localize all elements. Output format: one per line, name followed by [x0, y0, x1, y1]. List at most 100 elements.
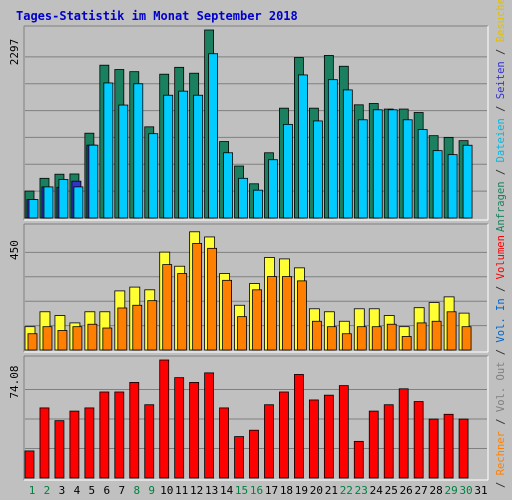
- bar: [223, 152, 233, 219]
- panel-middle: 450: [8, 223, 489, 353]
- series-dateien: [28, 53, 473, 219]
- bar: [461, 326, 472, 351]
- bar: [264, 404, 274, 479]
- bar: [28, 199, 39, 219]
- x-tick-label: 11: [175, 484, 188, 497]
- bar: [208, 53, 219, 219]
- x-tick-label: 29: [444, 484, 457, 497]
- bar: [147, 300, 158, 351]
- bar: [357, 119, 368, 219]
- legend-entry: /: [495, 99, 507, 118]
- legend-entry: Besuche: [495, 0, 507, 42]
- legend-entry: /: [495, 279, 507, 298]
- bar: [24, 450, 35, 479]
- bar: [252, 289, 262, 351]
- bar: [326, 326, 337, 351]
- bar: [308, 399, 319, 479]
- bar: [87, 323, 98, 351]
- bar: [159, 359, 170, 479]
- x-tick-label: 10: [160, 484, 173, 497]
- x-tick-label: 28: [430, 484, 443, 497]
- bar: [189, 382, 200, 479]
- bar: [356, 326, 367, 351]
- x-tick-label: 22: [340, 484, 353, 497]
- bar: [73, 186, 84, 219]
- bar: [162, 264, 173, 351]
- bar: [371, 326, 382, 351]
- bar: [72, 326, 83, 351]
- bar: [462, 144, 473, 219]
- chart-title: Tages-Statistik im Monat September 2018: [16, 9, 298, 23]
- legend-upper: Anfragen / Dateien / Seiten / Besuche: [495, 0, 507, 232]
- x-tick-label: 17: [265, 484, 278, 497]
- bar: [192, 243, 203, 351]
- x-tick-label: 6: [104, 484, 111, 497]
- bar: [238, 177, 248, 219]
- bar: [207, 247, 218, 351]
- panel-bottom: 74.08: [8, 355, 489, 481]
- bar: [117, 307, 128, 351]
- panel-top: 2297: [8, 25, 489, 221]
- bar: [312, 120, 323, 219]
- bar: [283, 123, 293, 219]
- bar: [282, 276, 292, 351]
- bar: [193, 94, 204, 219]
- bar: [178, 90, 189, 219]
- bar: [99, 391, 110, 479]
- bar: [204, 372, 215, 479]
- bar: [174, 377, 185, 479]
- x-tick-label: 31: [474, 484, 487, 497]
- bar: [84, 407, 95, 479]
- bar: [323, 394, 334, 479]
- bar: [368, 410, 379, 479]
- bar: [234, 436, 244, 479]
- x-tick-label: 5: [89, 484, 96, 497]
- bar: [43, 186, 54, 219]
- bar: [432, 150, 443, 219]
- legend-entry: /: [495, 42, 507, 61]
- bar: [102, 327, 113, 351]
- x-tick-label: 18: [280, 484, 293, 497]
- x-tick-label: 8: [133, 484, 140, 497]
- bar: [133, 83, 144, 219]
- bar: [222, 279, 232, 351]
- bar: [148, 133, 159, 219]
- bar: [372, 109, 383, 219]
- bar: [398, 388, 409, 479]
- bar: [383, 404, 394, 479]
- bar: [446, 311, 457, 351]
- bar: [118, 104, 129, 219]
- x-tick-label: 7: [118, 484, 125, 497]
- y-axis-max-label: 450: [8, 240, 21, 260]
- bar: [57, 330, 68, 351]
- x-tick-label: 20: [310, 484, 323, 497]
- x-tick-label: 12: [190, 484, 203, 497]
- legend-entry: /: [495, 343, 507, 362]
- series-rechner: [27, 243, 472, 351]
- bar: [88, 144, 99, 219]
- legend-lower: / Rechner / Vol. Out / Vol. In / Volumen: [495, 235, 507, 488]
- bar: [341, 333, 352, 351]
- x-tick-label: 24: [370, 484, 384, 497]
- bar: [237, 316, 247, 351]
- bar: [417, 129, 428, 219]
- bar: [268, 159, 278, 219]
- x-tick-label: 26: [400, 484, 413, 497]
- bar: [294, 374, 304, 479]
- bar: [279, 391, 289, 479]
- x-tick-label: 25: [385, 484, 398, 497]
- x-tick-label: 23: [355, 484, 368, 497]
- bar: [458, 418, 469, 479]
- bar: [58, 179, 69, 219]
- bar: [27, 333, 38, 351]
- legend-entry: /: [495, 412, 507, 431]
- chart-panels: 2297 450 74.08: [8, 25, 489, 481]
- x-tick-label: 1: [29, 484, 36, 497]
- legend-entry: /: [495, 162, 507, 181]
- y-axis-max-label: 74.08: [8, 365, 21, 398]
- bar: [298, 74, 308, 219]
- bar: [447, 154, 458, 219]
- bar: [219, 407, 229, 479]
- x-tick-label: 15: [235, 484, 248, 497]
- bar: [416, 322, 427, 351]
